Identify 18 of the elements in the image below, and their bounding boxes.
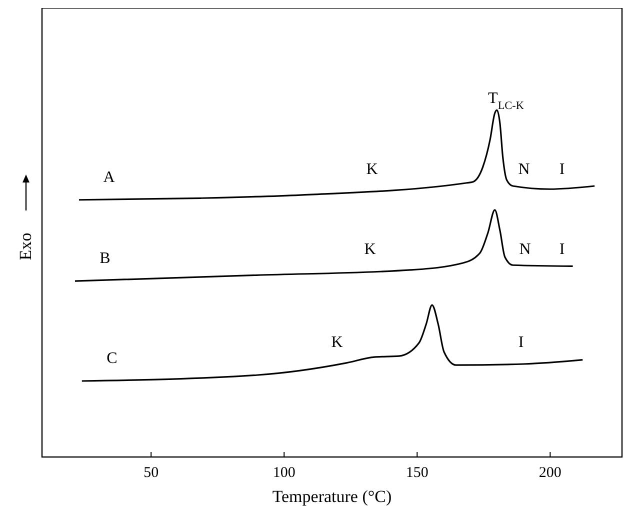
- x-tick-label: 150: [406, 465, 428, 481]
- annotation: K: [331, 334, 344, 351]
- x-tick-label: 200: [538, 465, 562, 481]
- y-axis-title: Exo: [16, 232, 35, 260]
- annotation: N: [518, 161, 530, 178]
- annotation: K: [366, 161, 378, 178]
- x-axis-title: Temperature (°C): [272, 487, 392, 506]
- annotation: N: [519, 241, 532, 258]
- x-tick-label: 50: [144, 465, 159, 481]
- annotation: I: [559, 161, 565, 178]
- annotation: I: [518, 334, 524, 351]
- series-label: B: [100, 250, 110, 268]
- annotation: K: [364, 241, 376, 258]
- x-tick-label: 100: [272, 465, 296, 481]
- series-label: A: [103, 168, 116, 186]
- series-label: C: [106, 350, 118, 368]
- annotation: I: [559, 241, 565, 258]
- annotation: T$_{LC-K}$: [488, 90, 524, 112]
